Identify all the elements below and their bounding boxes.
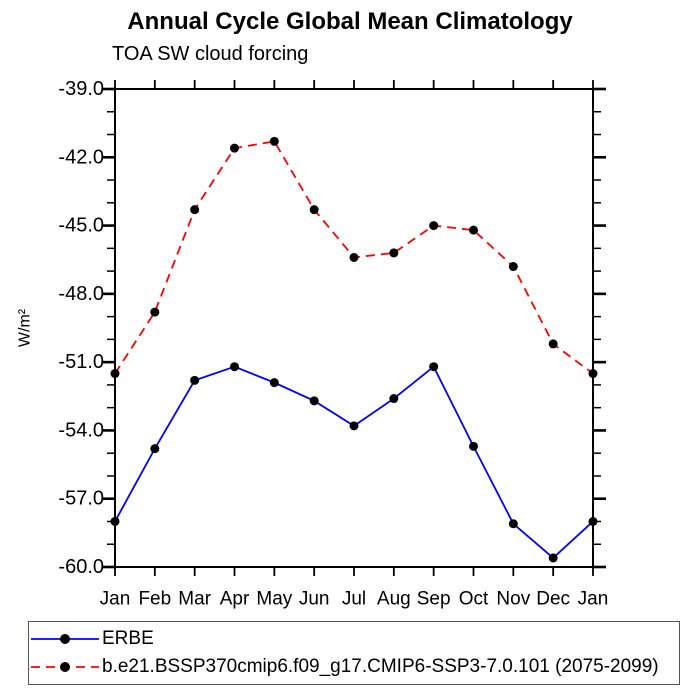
legend-sample-erbe-line <box>31 634 99 644</box>
y-tick-label: -45.0 <box>58 215 104 237</box>
data-point-marker <box>269 136 279 146</box>
data-point-marker <box>190 205 200 215</box>
data-point-marker <box>230 143 239 153</box>
data-point-marker <box>309 205 319 215</box>
legend-label-model: b.e21.BSSP370cmip6.f09_g17.CMIP6-SSP3-7.… <box>102 656 659 677</box>
data-point-marker <box>150 444 160 454</box>
y-tick-label: -54.0 <box>58 419 104 441</box>
data-point-marker <box>349 421 359 431</box>
data-point-marker <box>588 369 598 379</box>
data-point-marker <box>469 225 478 235</box>
x-tick-label: Feb <box>138 589 171 610</box>
data-point-marker <box>150 307 160 317</box>
x-tick-label: May <box>256 589 292 610</box>
data-point-marker <box>429 362 439 372</box>
legend-sample-model-line <box>31 662 99 672</box>
data-point-marker <box>110 516 120 526</box>
x-tick-label: Nov <box>496 589 530 610</box>
series-line <box>114 365 594 560</box>
data-point-marker <box>389 248 399 258</box>
axis-ticks <box>102 80 606 576</box>
data-point-marker <box>508 262 518 272</box>
x-tick-label: Aug <box>377 589 411 610</box>
data-point-marker <box>389 394 399 404</box>
plot-frame <box>114 88 594 568</box>
y-tick-label: -48.0 <box>58 283 104 305</box>
chart-title: Annual Cycle Global Mean Climatology <box>127 8 573 35</box>
data-point-marker <box>508 519 518 529</box>
chart-subtitle: TOA SW cloud forcing <box>112 43 309 65</box>
x-tick-label: Sep <box>417 589 451 610</box>
x-tick-label: Apr <box>220 589 250 610</box>
y-tick-label: -60.0 <box>58 556 104 578</box>
y-tick-label: -39.0 <box>58 78 104 100</box>
axis-labels: -39.0 -42.0 -45.0 -48.0 -51.0 -54.0 -57.0 -60.0… <box>17 78 609 610</box>
y-tick-label: -51.0 <box>58 351 104 373</box>
data-point-marker <box>548 339 558 349</box>
legend-item-model: b.e21.BSSP370cmip6.f09_g17.CMIP6-SSP3-7.… <box>30 653 679 681</box>
x-tick-label: Jun <box>299 589 330 610</box>
x-tick-label: Jul <box>342 589 366 610</box>
plot-area: -39.0 -42.0 -45.0 -48.0 -51.0 -54.0 -57.0 -60.0… <box>17 78 609 610</box>
data-point-marker <box>588 516 598 526</box>
data-point-marker <box>349 252 359 262</box>
series-erbe <box>110 362 598 563</box>
legend-item-erbe: ERBE <box>30 625 679 653</box>
series-model <box>110 136 598 379</box>
data-point-marker <box>469 441 478 451</box>
data-point-marker <box>190 375 200 385</box>
y-tick-label: -57.0 <box>58 488 104 510</box>
x-tick-label: Mar <box>178 589 211 610</box>
data-point-marker <box>548 553 558 563</box>
data-point-marker <box>429 221 439 231</box>
data-point-marker <box>230 362 239 372</box>
legend-box: ERBE b.e21.BSSP370cmip6.f09_g17.CMIP6-SS… <box>28 621 680 685</box>
legend-label-erbe: ERBE <box>102 628 154 649</box>
data-point-marker <box>110 369 120 379</box>
data-point-marker <box>269 378 279 388</box>
x-tick-label: Dec <box>536 589 570 610</box>
y-tick-label: -42.0 <box>58 146 104 168</box>
data-point-marker <box>309 396 319 406</box>
x-tick-label: Jan <box>100 589 131 610</box>
y-axis-title: W/m² <box>17 308 34 347</box>
x-tick-label: Oct <box>459 589 489 610</box>
x-tick-label: Jan <box>578 589 609 610</box>
